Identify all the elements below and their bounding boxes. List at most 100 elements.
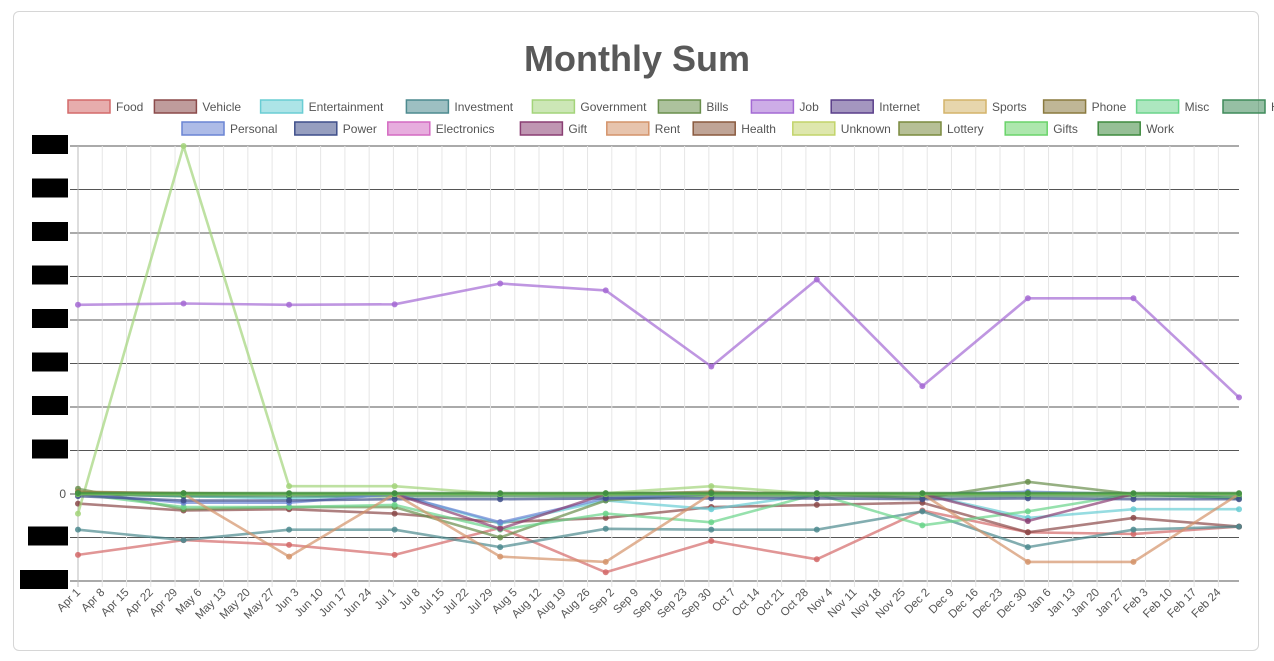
data-point — [1024, 495, 1031, 502]
legend-item-food[interactable]: Food — [67, 99, 143, 114]
legend-swatch — [405, 99, 450, 114]
data-point — [919, 522, 926, 529]
redacted-y-tick-label — [32, 135, 68, 154]
data-point — [919, 508, 926, 515]
legend-item-rent[interactable]: Rent — [606, 121, 681, 136]
legend-item-misc[interactable]: Misc — [1135, 99, 1210, 114]
redacted-y-tick-label — [28, 526, 68, 546]
legend-swatch — [792, 121, 836, 136]
data-point — [1130, 496, 1137, 503]
legend-item-government[interactable]: Government — [531, 99, 647, 114]
legend-label: Entertainment — [309, 100, 384, 114]
legend-swatch — [294, 121, 338, 136]
legend-item-health[interactable]: Health — [692, 121, 776, 136]
legend-item-phone[interactable]: Phone — [1042, 99, 1127, 114]
legend-item-unknown[interactable]: Unknown — [792, 121, 891, 136]
legend[interactable]: Food Vehicle Entertainment Investment Govern… — [67, 99, 1274, 136]
legend-item-investment[interactable]: Investment — [405, 99, 514, 114]
data-point — [497, 519, 504, 526]
legend-label: Bills — [706, 100, 728, 114]
legend-label: Work — [1146, 122, 1175, 136]
data-point — [391, 301, 398, 308]
legend-swatch — [606, 121, 650, 136]
data-point — [708, 483, 715, 490]
data-point — [1130, 526, 1137, 533]
legend-swatch — [1135, 99, 1180, 114]
legend-item-electronics[interactable]: Electronics — [387, 121, 495, 136]
data-point — [286, 497, 293, 504]
data-point — [391, 510, 398, 517]
data-point — [1024, 508, 1031, 515]
legend-item-internet[interactable]: Internet — [830, 99, 921, 114]
legend-label: Phone — [1092, 100, 1127, 114]
data-point — [1130, 506, 1137, 513]
data-point — [602, 510, 609, 517]
data-point — [708, 490, 715, 497]
data-point — [1130, 490, 1137, 497]
y-tick-label: 0 — [59, 487, 66, 501]
series-line — [77, 278, 1240, 399]
legend-item-bills[interactable]: Bills — [657, 99, 728, 114]
legend-swatch — [67, 99, 111, 114]
data-point — [286, 483, 293, 490]
legend-item-work[interactable]: Work — [1097, 121, 1175, 136]
legend-item-lottery[interactable]: Lottery — [898, 121, 984, 136]
data-point — [919, 496, 926, 503]
x-tick-label: Jul 29 — [465, 587, 495, 617]
legend-label: Government — [580, 100, 647, 114]
grid — [70, 145, 1239, 587]
data-point — [75, 490, 81, 497]
series-job — [75, 276, 1242, 401]
data-point — [1024, 478, 1031, 485]
data-point — [708, 519, 715, 526]
data-point — [497, 525, 504, 532]
legend-item-entertainment[interactable]: Entertainment — [259, 99, 384, 114]
legend-item-personal[interactable]: Personal — [181, 121, 277, 136]
legend-swatch — [750, 99, 795, 114]
data-point — [286, 541, 293, 548]
legend-item-gifts[interactable]: Gifts — [1004, 121, 1078, 136]
data-point — [75, 301, 81, 308]
data-point — [391, 526, 398, 533]
data-point — [1024, 517, 1031, 524]
data-point — [391, 496, 398, 503]
data-point — [1024, 490, 1031, 497]
legend-label: Gifts — [1053, 122, 1078, 136]
legend-label: Home — [1271, 100, 1274, 114]
data-point — [1130, 531, 1137, 538]
data-point — [180, 497, 187, 504]
legend-item-sports[interactable]: Sports — [943, 99, 1027, 114]
x-tick-label: Jul 15 — [417, 587, 447, 617]
data-point — [813, 526, 820, 533]
data-point — [1024, 529, 1031, 536]
data-point — [1236, 490, 1242, 497]
y-axis-labels: 0 — [20, 135, 68, 589]
data-point — [497, 490, 504, 497]
legend-swatch — [898, 121, 942, 136]
redacted-y-tick-label — [20, 570, 68, 589]
data-point — [286, 526, 293, 533]
data-point — [75, 526, 81, 533]
data-point — [180, 143, 187, 149]
data-point — [602, 514, 609, 521]
redacted-y-tick-label — [32, 396, 68, 415]
legend-label: Unknown — [841, 122, 891, 136]
legend-swatch — [259, 99, 304, 114]
data-point — [1236, 394, 1242, 401]
x-tick-label: Jul 22 — [441, 587, 471, 617]
legend-label: Job — [799, 100, 819, 114]
legend-item-job[interactable]: Job — [750, 99, 819, 114]
legend-swatch — [1042, 99, 1087, 114]
data-point — [708, 537, 715, 544]
legend-swatch — [1097, 121, 1141, 136]
legend-item-vehicle[interactable]: Vehicle — [153, 99, 241, 114]
redacted-y-tick-label — [32, 265, 68, 285]
legend-item-home[interactable]: Home — [1222, 99, 1274, 114]
data-point — [286, 301, 293, 308]
data-point — [286, 504, 293, 511]
legend-item-gift[interactable]: Gift — [519, 121, 588, 136]
legend-item-power[interactable]: Power — [294, 121, 377, 136]
data-point — [602, 558, 609, 565]
